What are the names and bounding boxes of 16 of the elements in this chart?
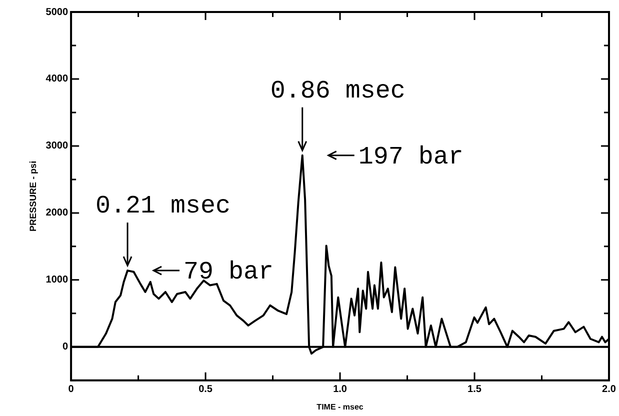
- y-tick-label: 1000: [46, 274, 68, 286]
- y-tick-label: 0: [62, 342, 68, 353]
- y-axis-title: PRESSURE - psi: [28, 160, 38, 232]
- x-axis-title: TIME - msec: [316, 402, 364, 412]
- annotation: 79 bar: [184, 258, 274, 287]
- y-tick-label: 3000: [46, 140, 68, 152]
- annotation: 197 bar: [358, 142, 464, 172]
- x-tick-label: 1.5: [468, 384, 482, 396]
- y-tick-label: 4000: [46, 74, 68, 85]
- annotation: 0.86 msec: [270, 76, 406, 106]
- y-tick-label: 2000: [46, 208, 68, 219]
- x-tick-label: 0.5: [198, 384, 213, 396]
- x-tick-label: 2.0: [602, 384, 616, 396]
- x-tick-label: 1.0: [333, 384, 348, 396]
- annotation: 0.21 msec: [96, 192, 231, 221]
- y-tick-label: 5000: [46, 6, 68, 18]
